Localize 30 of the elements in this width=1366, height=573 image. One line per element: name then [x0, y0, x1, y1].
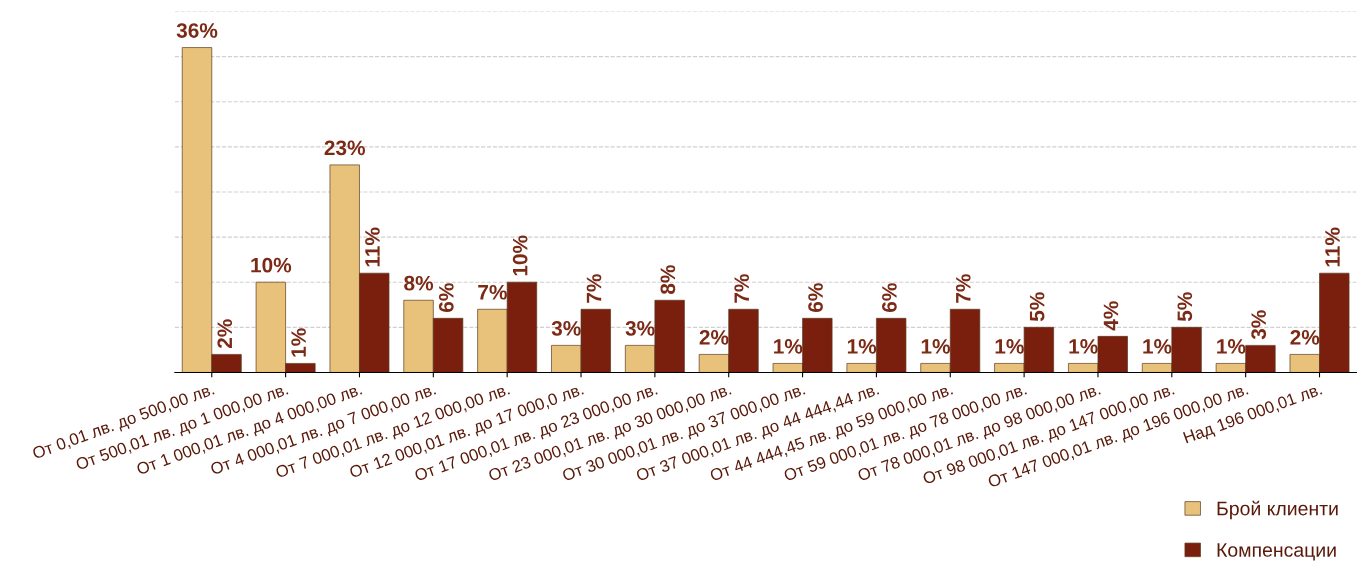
data-label: 3% [1251, 310, 1267, 340]
data-label: 1% [847, 339, 877, 354]
data-label: 1% [1217, 339, 1246, 354]
data-label: 23% [324, 140, 365, 156]
data-label: 6% [882, 283, 897, 312]
data-label: 6% [808, 283, 823, 312]
data-label: 7% [955, 274, 971, 303]
data-label: 7% [478, 284, 507, 300]
data-label: 8% [404, 275, 434, 291]
data-label: 1% [291, 328, 306, 357]
data-label: 7% [734, 274, 750, 303]
data-label: 8% [660, 265, 676, 295]
data-label: 2% [217, 319, 233, 349]
data-label: 10% [512, 235, 528, 276]
data-label: 10% [251, 257, 292, 273]
data-label: 4% [1103, 301, 1119, 331]
legend-label: Компенсации [1217, 543, 1336, 561]
data-label: 11% [1325, 227, 1340, 267]
legend-label: Брой клиенти [1217, 500, 1338, 520]
data-label: 5% [1177, 292, 1193, 322]
data-label: 3% [551, 320, 581, 336]
data-label: 6% [438, 283, 454, 312]
data-label: 36% [176, 23, 218, 38]
data-label: 11% [365, 227, 380, 267]
data-label: 7% [586, 274, 602, 303]
data-label: 1% [921, 339, 950, 354]
data-label: 3% [625, 320, 655, 336]
data-label: 1% [995, 339, 1024, 354]
data-label: 1% [1069, 339, 1098, 354]
data-label: 5% [1029, 292, 1045, 322]
